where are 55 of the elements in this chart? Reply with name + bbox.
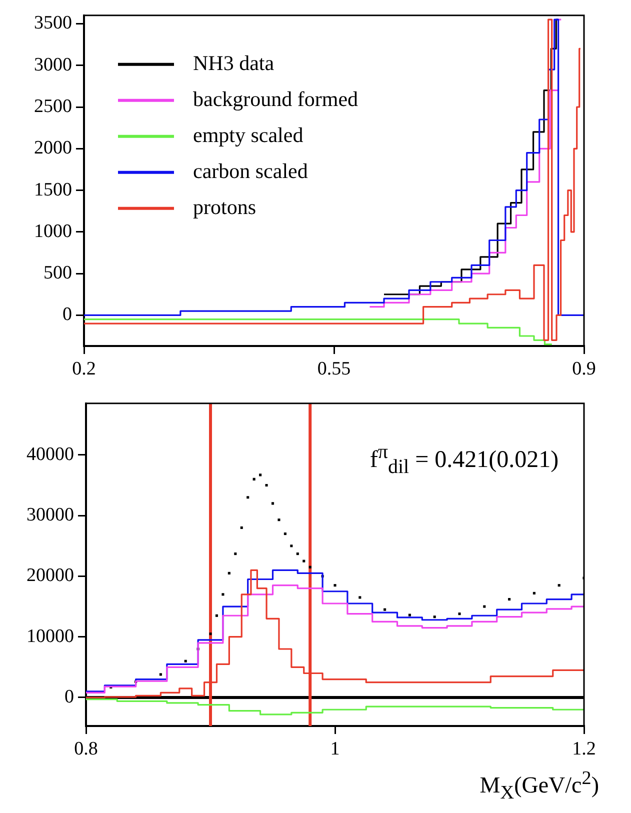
point bbox=[265, 484, 268, 487]
point bbox=[290, 544, 293, 548]
legend-label: protons bbox=[193, 194, 256, 219]
point bbox=[296, 552, 299, 556]
point bbox=[209, 632, 212, 636]
point bbox=[508, 598, 511, 601]
point bbox=[308, 566, 312, 568]
point bbox=[234, 552, 237, 556]
y-tick-label: 2500 bbox=[34, 96, 72, 117]
point bbox=[278, 518, 280, 522]
x-tick-label: 0.8 bbox=[74, 738, 98, 760]
point bbox=[271, 502, 274, 505]
point bbox=[384, 608, 386, 611]
y-tick-label: 3000 bbox=[34, 54, 72, 76]
legend-label: carbon scaled bbox=[193, 158, 308, 183]
point bbox=[458, 612, 461, 616]
y-tick-label: 500 bbox=[44, 262, 72, 284]
legend-label: empty scaled bbox=[193, 122, 304, 147]
y-tick-label: 20000 bbox=[26, 565, 74, 586]
point bbox=[433, 616, 436, 618]
point bbox=[483, 605, 486, 608]
y-tick-label: 40000 bbox=[26, 444, 74, 465]
y-tick-label: 0 bbox=[62, 304, 72, 326]
y-tick-label: 10000 bbox=[26, 626, 74, 647]
legend-label: background formed bbox=[193, 86, 359, 111]
x-tick-label: 1 bbox=[330, 738, 340, 760]
x-axis-title: M$_{X}$(GeV/c$^{2}$) bbox=[478, 768, 600, 804]
point bbox=[558, 584, 560, 587]
point bbox=[408, 614, 411, 616]
x-tick-label: 0.55 bbox=[317, 358, 351, 380]
y-tick-label: 1000 bbox=[34, 220, 72, 242]
y-tick-label: 30000 bbox=[26, 504, 74, 526]
point bbox=[215, 614, 218, 617]
point bbox=[246, 496, 250, 499]
x-tick-label: 0.9 bbox=[572, 358, 596, 380]
point bbox=[334, 584, 336, 587]
point bbox=[252, 478, 256, 480]
y-tick-label: 0 bbox=[64, 686, 74, 708]
y-tick-label: 2000 bbox=[34, 138, 72, 159]
annotation: f$^{π}$$_{dil}$ = 0.421(0.021) bbox=[370, 441, 559, 480]
point bbox=[184, 660, 187, 662]
point bbox=[159, 673, 162, 676]
point bbox=[284, 532, 286, 536]
y-tick-label: 3500 bbox=[34, 12, 72, 34]
point bbox=[222, 593, 224, 596]
point bbox=[259, 474, 262, 476]
point bbox=[532, 592, 536, 594]
point bbox=[302, 560, 306, 562]
y-tick-label: 1500 bbox=[34, 179, 72, 200]
point bbox=[228, 572, 230, 574]
x-tick-label: 0.2 bbox=[72, 358, 96, 380]
legend-label: NH3 data bbox=[193, 50, 275, 75]
point bbox=[358, 596, 362, 599]
point bbox=[240, 526, 243, 529]
x-tick-label: 1.2 bbox=[572, 738, 596, 760]
